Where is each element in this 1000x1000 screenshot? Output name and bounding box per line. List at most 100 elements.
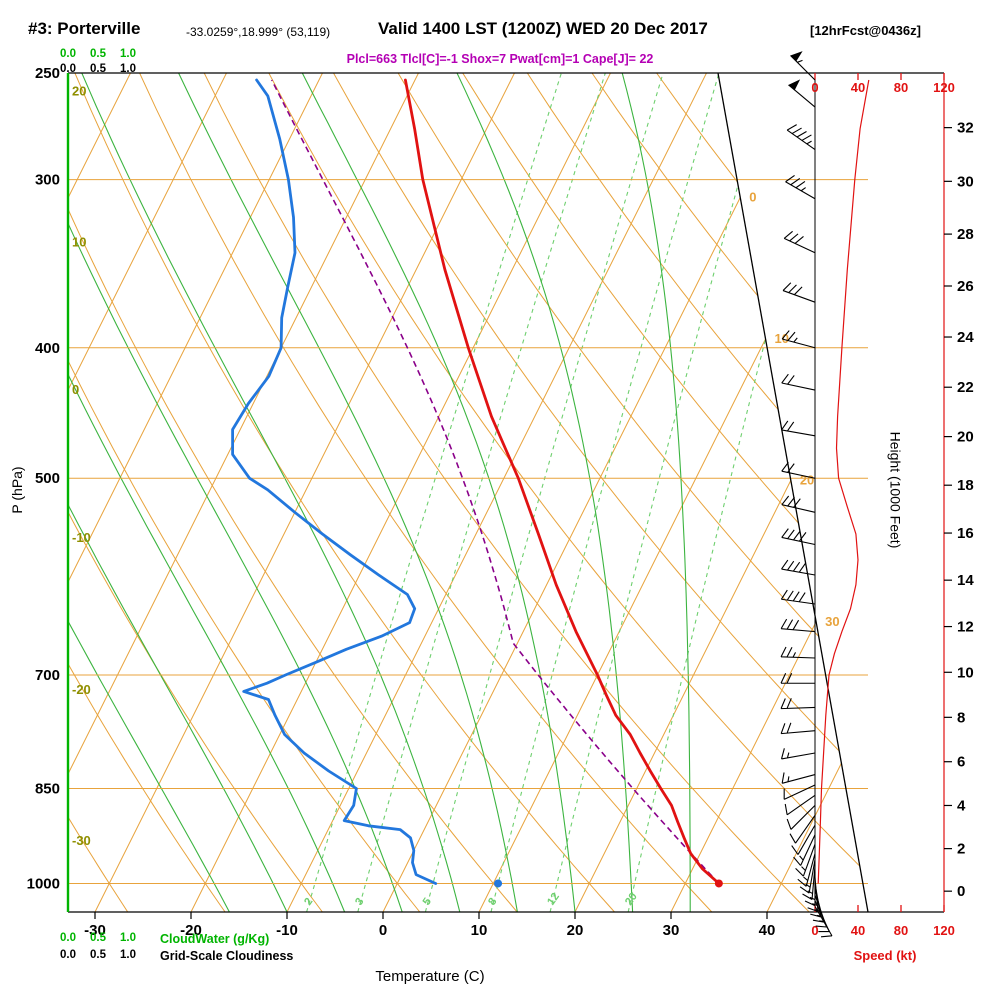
svg-text:26: 26: [957, 278, 974, 295]
speed-axis-ticks: [814, 73, 945, 912]
height-axis-label: Height (1000 Feet): [887, 431, 904, 549]
gridscale-axis-label: Grid-Scale Cloudiness: [160, 949, 294, 963]
svg-text:2: 2: [957, 841, 965, 858]
speed-tick-labels: 0 0 40 40 80 80 120 120: [811, 80, 954, 938]
scale-tick: 1.0: [120, 63, 136, 75]
svg-text:80: 80: [894, 923, 908, 938]
scale-tick: 0.0: [60, 48, 76, 60]
svg-text:20: 20: [623, 891, 640, 908]
svg-text:500: 500: [35, 470, 60, 487]
svg-text:22: 22: [957, 379, 974, 396]
svg-text:40: 40: [851, 80, 865, 95]
svg-text:40: 40: [759, 922, 776, 939]
svg-text:3: 3: [353, 896, 366, 908]
dry-adiabat-labels: 20 10 0 -10 -20 -30: [72, 83, 91, 848]
svg-text:28: 28: [957, 226, 974, 243]
pressure-tick-labels: 250 300 400 500 700 850 1000: [27, 65, 60, 892]
svg-text:10: 10: [471, 922, 488, 939]
svg-text:5: 5: [421, 896, 434, 908]
svg-text:40: 40: [851, 923, 865, 938]
svg-text:250: 250: [35, 65, 60, 82]
wind-barbs: [780, 51, 833, 938]
svg-text:30: 30: [663, 922, 680, 939]
moist-adiabats: [68, 73, 691, 912]
pressure-axis-label: P (hPa): [9, 466, 25, 514]
svg-text:18: 18: [957, 477, 974, 494]
svg-text:10: 10: [72, 234, 86, 249]
scale-tick: 0.5: [90, 48, 106, 60]
svg-text:8: 8: [957, 709, 965, 726]
svg-text:300: 300: [35, 172, 60, 189]
temperature-axis-label: Temperature (C): [375, 968, 485, 985]
svg-text:6: 6: [957, 754, 965, 771]
params-line: Plcl=663 Tlcl[C]=-1 Shox=7 Pwat[cm]=1 Ca…: [346, 52, 654, 66]
height-axis: [944, 127, 952, 892]
svg-text:20: 20: [72, 83, 86, 98]
svg-text:120: 120: [933, 80, 955, 95]
svg-text:-10: -10: [72, 530, 91, 545]
svg-text:80: 80: [894, 80, 908, 95]
svg-text:0: 0: [379, 922, 387, 939]
svg-text:0: 0: [749, 189, 756, 204]
surface-dew-dot: [494, 879, 503, 888]
scale-tick: 1.0: [120, 48, 136, 60]
scale-tick: 0.5: [90, 932, 106, 944]
svg-text:1000: 1000: [27, 875, 60, 892]
svg-text:-10: -10: [276, 922, 298, 939]
cloudwater-axis-label: CloudWater (g/Kg): [160, 932, 270, 946]
cloudwater-scale-bottom: 0.0 0.5 1.0: [53, 932, 143, 944]
svg-text:10: 10: [957, 664, 974, 681]
mixing-ratio-labels: 2 3 5 8 12 20: [302, 891, 640, 908]
dewpoint-curve: [231, 78, 438, 885]
isotherms: [68, 73, 868, 912]
temperature-axis-ticks: [94, 912, 768, 919]
temperature-tick-labels: -30 -20 -10 0 10 20 30 40: [84, 922, 775, 939]
svg-text:-20: -20: [72, 682, 91, 697]
gridscale-scale-top: 0.0 0.5 1.0: [53, 63, 143, 75]
scale-tick: 0.5: [90, 949, 106, 961]
svg-text:0: 0: [811, 923, 818, 938]
valid-time-title: Valid 1400 LST (1200Z) WED 20 Dec 2017: [378, 19, 708, 38]
svg-text:14: 14: [957, 572, 974, 589]
svg-text:0: 0: [957, 883, 965, 900]
scale-tick: 0.0: [60, 949, 76, 961]
scale-tick: 0.5: [90, 63, 106, 75]
parcel-curve: [270, 79, 720, 885]
speed-axis-label: Speed (kt): [853, 948, 917, 963]
svg-text:850: 850: [35, 780, 60, 797]
svg-text:700: 700: [35, 667, 60, 684]
mixing-ratio-lines: [306, 73, 836, 912]
svg-text:400: 400: [35, 340, 60, 357]
surface-temp-dot: [714, 879, 723, 888]
dry-adiabats: [68, 73, 868, 912]
isobars: [68, 179, 868, 884]
svg-text:8: 8: [486, 896, 499, 908]
diagonal-edge: [717, 72, 869, 913]
svg-text:0: 0: [811, 80, 818, 95]
svg-text:-20: -20: [180, 922, 202, 939]
svg-text:-30: -30: [84, 922, 106, 939]
gridscale-scale-bottom: 0.0 0.5 1.0: [53, 949, 143, 961]
svg-text:2: 2: [302, 896, 315, 908]
plot-frame: [68, 72, 944, 913]
scale-tick: 1.0: [120, 949, 136, 961]
scale-tick: 0.0: [60, 932, 76, 944]
forecast-tag: [12hrFcst@0436z]: [810, 23, 921, 38]
svg-text:12: 12: [957, 619, 974, 636]
svg-text:30: 30: [957, 173, 974, 190]
svg-text:20: 20: [957, 429, 974, 446]
scale-tick: 0.0: [60, 63, 76, 75]
svg-text:24: 24: [957, 329, 974, 346]
svg-text:120: 120: [933, 923, 955, 938]
svg-text:20: 20: [800, 472, 814, 487]
svg-text:20: 20: [567, 922, 584, 939]
svg-text:16: 16: [957, 525, 974, 542]
svg-text:0: 0: [72, 382, 79, 397]
wind-speed-curve: [817, 79, 870, 884]
svg-text:32: 32: [957, 120, 974, 137]
station-coords: -33.0259°,18.999° (53,119): [186, 25, 331, 39]
